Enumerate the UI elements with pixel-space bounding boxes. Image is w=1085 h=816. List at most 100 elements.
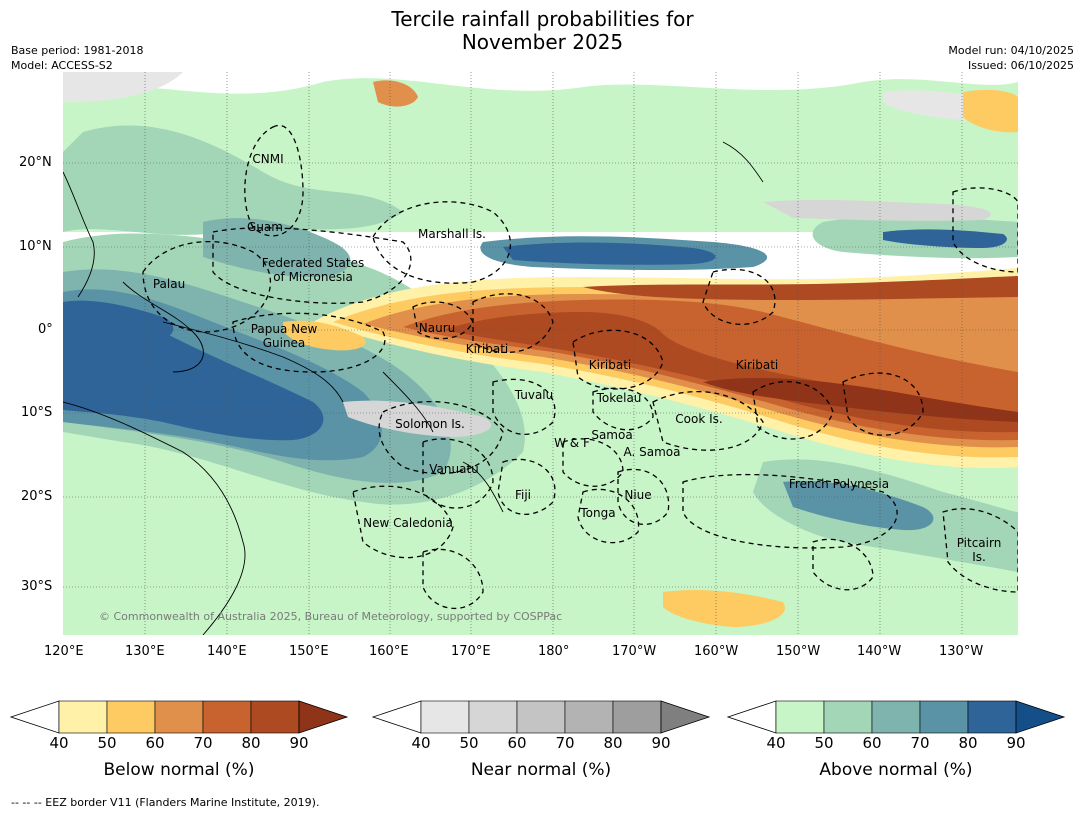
below-tick-50: 50 bbox=[97, 734, 117, 752]
lon-label-150w: 150°W bbox=[776, 644, 821, 659]
colorbar-below-normal: 40 50 60 70 80 90 Below normal (%) bbox=[9, 700, 350, 780]
region-label-tuvalu: Tuvalu bbox=[514, 388, 554, 402]
region-label-cook: Cook Is. bbox=[675, 412, 723, 426]
lon-label-180: 180° bbox=[538, 644, 570, 659]
below-swatch-1 bbox=[58, 700, 108, 734]
below-swatch-4 bbox=[202, 700, 252, 734]
region-label-wallis-futuna: W & F bbox=[554, 436, 590, 450]
region-label-tonga: Tonga bbox=[580, 506, 616, 520]
region-label-samoa: Samoa bbox=[591, 428, 633, 442]
near-tick-90: 90 bbox=[651, 734, 671, 752]
below-tick-90: 90 bbox=[289, 734, 309, 752]
below-swatch-3 bbox=[154, 700, 204, 734]
lon-label-120e: 120°E bbox=[44, 644, 84, 659]
lon-label-160e: 160°E bbox=[369, 644, 409, 659]
near-swatch-1 bbox=[420, 700, 470, 734]
region-label-kiribati-east: Kiribati bbox=[735, 358, 779, 372]
lat-label-30s: 30°S bbox=[21, 579, 53, 594]
copyright-notice: © Commonwealth of Australia 2025, Bureau… bbox=[99, 610, 563, 623]
title-line-2: November 2025 bbox=[461, 30, 624, 54]
region-label-fsm-line1: Federated States bbox=[261, 256, 365, 270]
above-tick-60: 60 bbox=[862, 734, 882, 752]
region-label-niue: Niue bbox=[624, 488, 652, 502]
region-label-pitcairn-line2: Is. bbox=[972, 550, 986, 564]
region-label-png: Papua New Guinea bbox=[251, 322, 318, 350]
map-title: Tercile rainfall probabilities for Novem… bbox=[0, 8, 1085, 54]
below-swatch-6 bbox=[298, 700, 349, 734]
colorbar-above-swatches bbox=[726, 700, 1066, 734]
region-label-pitcairn-line1: Pitcairn bbox=[956, 536, 1002, 550]
near-swatch-4 bbox=[564, 700, 614, 734]
lon-label-160w: 160°W bbox=[694, 644, 739, 659]
lon-label-140e: 140°E bbox=[207, 644, 247, 659]
base-period: Base period: 1981-2018 bbox=[11, 44, 144, 57]
region-label-fiji: Fiji bbox=[514, 488, 532, 502]
near-swatch-5 bbox=[612, 700, 662, 734]
near-tick-80: 80 bbox=[603, 734, 623, 752]
above-tick-40: 40 bbox=[766, 734, 786, 752]
below-swatch-5 bbox=[250, 700, 300, 734]
below-tick-80: 80 bbox=[241, 734, 261, 752]
region-label-pitcairn: Pitcairn Is. bbox=[957, 536, 1002, 564]
lat-label-20s: 20°S bbox=[21, 489, 53, 504]
lon-label-150e: 150°E bbox=[289, 644, 329, 659]
lon-label-130w: 130°W bbox=[939, 644, 984, 659]
region-label-cnmi: CNMI bbox=[252, 152, 284, 166]
model-run: Model run: 04/10/2025 bbox=[948, 44, 1074, 57]
colorbar-near-normal: 40 50 60 70 80 90 Near normal (%) bbox=[371, 700, 712, 780]
above-tick-90: 90 bbox=[1006, 734, 1026, 752]
above-swatch-3 bbox=[871, 700, 921, 734]
lat-label-0: 0° bbox=[38, 322, 53, 337]
region-label-nauru: Nauru bbox=[418, 321, 456, 335]
lon-label-140w: 140°W bbox=[857, 644, 902, 659]
region-label-vanuatu: Vanuatu bbox=[429, 462, 479, 476]
above-tick-80: 80 bbox=[958, 734, 978, 752]
below-swatch-2 bbox=[106, 700, 156, 734]
above-swatch-5 bbox=[967, 700, 1017, 734]
region-label-american-samoa: A. Samoa bbox=[623, 445, 681, 459]
near-swatch-6 bbox=[660, 700, 711, 734]
coastlines bbox=[63, 141, 764, 635]
region-label-tokelau: Tokelau bbox=[596, 391, 642, 405]
map-gridlines bbox=[63, 72, 1018, 635]
meta-right: Model run: 04/10/2025 Issued: 06/10/2025 bbox=[948, 43, 1074, 73]
near-tick-50: 50 bbox=[459, 734, 479, 752]
colorbar-below-swatches bbox=[9, 700, 349, 734]
colorbar-below-title: Below normal (%) bbox=[103, 760, 255, 780]
region-label-png-line2: Guinea bbox=[262, 336, 306, 350]
lon-label-170e: 170°E bbox=[451, 644, 491, 659]
near-tick-70: 70 bbox=[555, 734, 575, 752]
below-tick-40: 40 bbox=[49, 734, 69, 752]
near-tick-60: 60 bbox=[507, 734, 527, 752]
eez-borders bbox=[142, 124, 1018, 609]
map-field bbox=[63, 72, 1018, 635]
region-label-kiribati-west: Kiribati bbox=[465, 342, 509, 356]
near-swatch-2 bbox=[468, 700, 518, 734]
lat-label-10n: 10°N bbox=[19, 239, 52, 254]
above-tick-50: 50 bbox=[814, 734, 834, 752]
region-label-marshall: Marshall Is. bbox=[418, 227, 486, 241]
probability-map: CNMI Guam Marshall Is. Federated States … bbox=[63, 72, 1018, 635]
above-swatch-4 bbox=[919, 700, 969, 734]
above-swatch-1 bbox=[775, 700, 825, 734]
near-tick-40: 40 bbox=[411, 734, 431, 752]
colorbar-above-title: Above normal (%) bbox=[819, 760, 973, 780]
region-label-solomon: Solomon Is. bbox=[395, 417, 465, 431]
below-normal-field bbox=[283, 80, 1018, 627]
lon-label-170w: 170°W bbox=[612, 644, 657, 659]
near-swatch-3 bbox=[516, 700, 566, 734]
region-label-fsm-line2: of Micronesia bbox=[273, 270, 353, 284]
below-tick-70: 70 bbox=[193, 734, 213, 752]
region-label-new-caledonia: New Caledonia bbox=[363, 516, 453, 530]
above-swatch-2 bbox=[823, 700, 873, 734]
meta-left: Base period: 1981-2018 Model: ACCESS-S2 bbox=[11, 43, 143, 73]
title-line-1: Tercile rainfall probabilities for bbox=[391, 7, 694, 31]
colorbar-near-swatches bbox=[371, 700, 711, 734]
above-swatch-6 bbox=[1015, 700, 1066, 734]
lat-label-20n: 20°N bbox=[19, 155, 52, 170]
eez-footnote: -- -- -- EEZ border V11 (Flanders Marine… bbox=[11, 796, 320, 809]
issued-date: Issued: 06/10/2025 bbox=[967, 59, 1074, 72]
region-label-palau: Palau bbox=[152, 277, 186, 291]
region-label-guam: Guam bbox=[247, 220, 283, 234]
region-label-french-polynesia: French Polynesia bbox=[788, 477, 890, 491]
